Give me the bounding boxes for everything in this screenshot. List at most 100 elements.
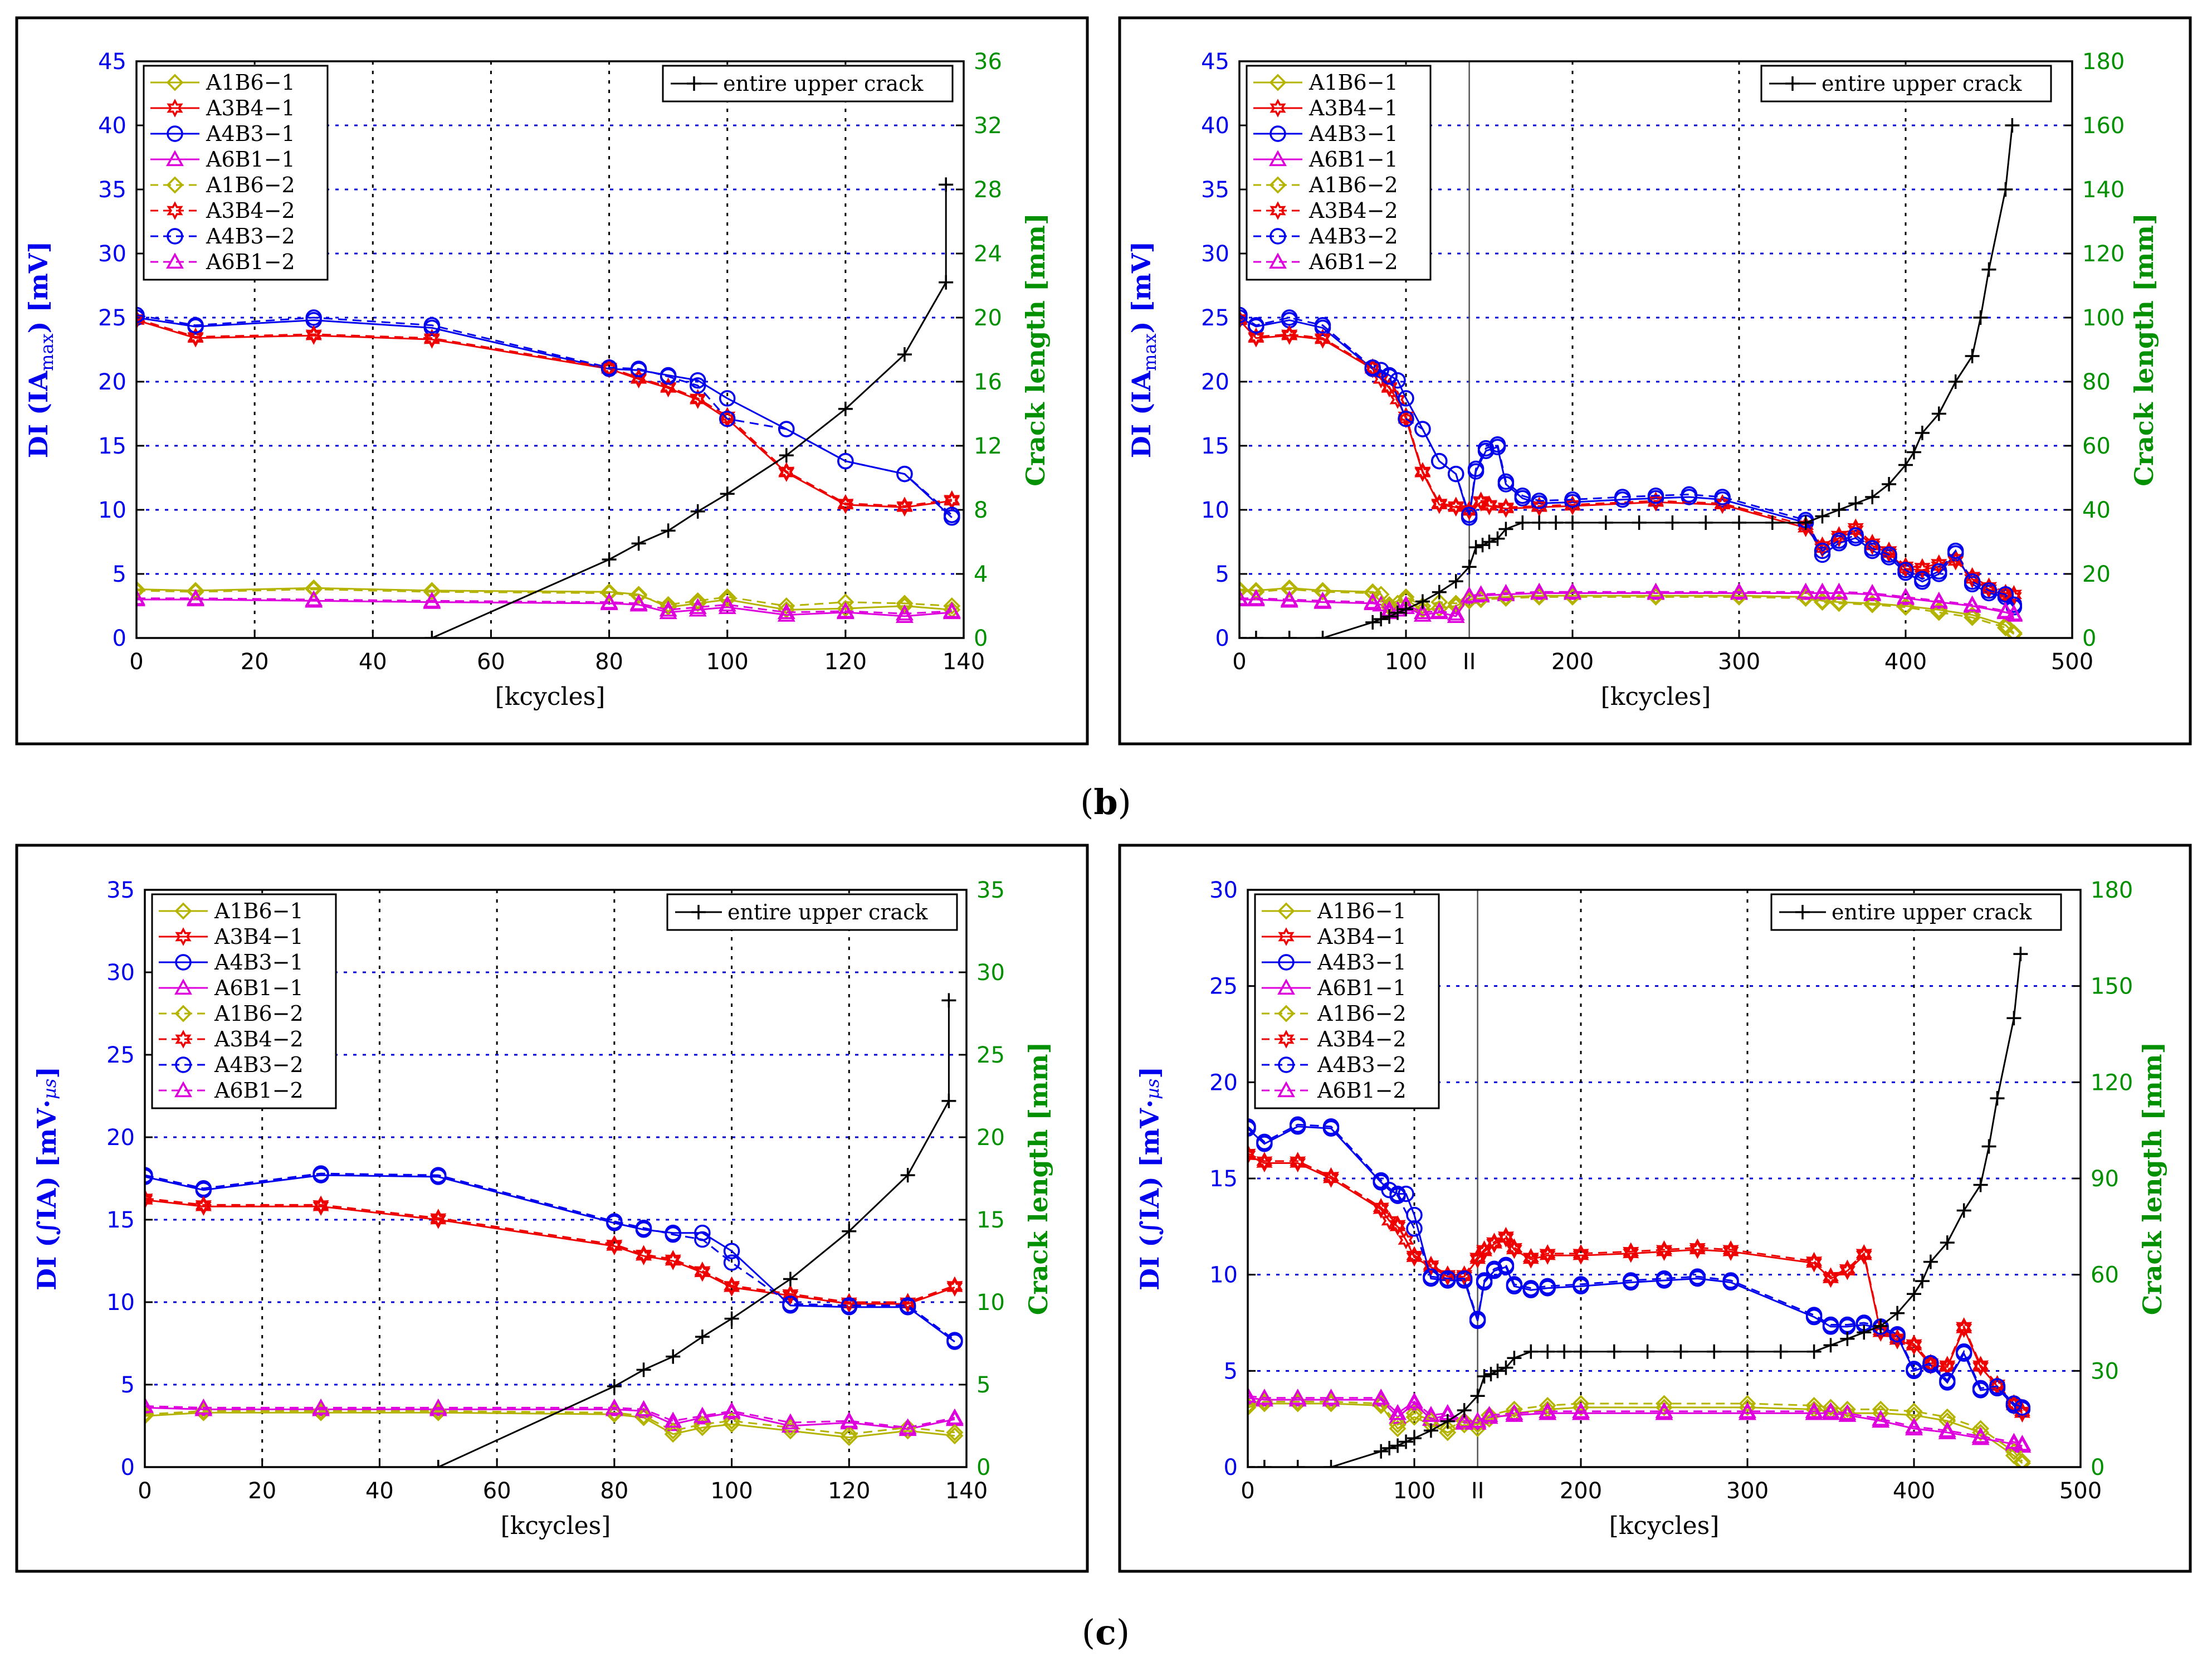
data-point [2005, 1395, 2023, 1412]
data-point [1248, 1386, 1257, 1403]
y-left-axis-label-part: µs [1142, 1079, 1163, 1099]
caption-c: (c) [1082, 1612, 1130, 1653]
x-tick-label: 80 [600, 1478, 628, 1504]
data-point [659, 603, 677, 620]
legend-label: A4B3−2 [1308, 224, 1398, 249]
data-point [778, 462, 795, 481]
legend-label: A4B3−1 [214, 950, 304, 975]
data-point [1239, 582, 1248, 600]
data-point [636, 1245, 652, 1264]
y-left-tick-label: 15 [1201, 433, 1229, 459]
y-left-tick-label: 10 [106, 1290, 135, 1316]
series-line-A6B1−2 [1239, 591, 2014, 615]
y-right-tick-label: 10 [976, 1290, 1005, 1316]
crack-point [1315, 631, 1330, 638]
data-point [1822, 1267, 1839, 1286]
data-point [1256, 1152, 1273, 1171]
crack-point [1565, 515, 1580, 530]
data-point [689, 372, 706, 389]
data-point [781, 1413, 799, 1430]
data-point [1855, 1244, 1872, 1263]
data-point [2013, 1453, 2031, 1467]
x-tick-label: 120 [828, 1478, 870, 1504]
caption-b: (b) [1080, 782, 1131, 822]
y-right-tick-label: 80 [2082, 369, 2111, 395]
crack-point [1948, 374, 1963, 389]
data-point [719, 410, 736, 427]
data-point [1996, 616, 2014, 634]
data-point [1430, 593, 1448, 611]
legend-label: A1B6−2 [1308, 173, 1398, 197]
y-left-tick-label: 20 [1201, 369, 1229, 395]
data-point [1313, 591, 1332, 608]
data-point [837, 452, 854, 470]
crack-point [1374, 1444, 1389, 1459]
data-point [1430, 600, 1448, 617]
data-point [841, 1297, 858, 1314]
data-point [1447, 465, 1464, 483]
y-left-tick-label: 15 [106, 1207, 135, 1233]
data-point [2014, 1399, 2031, 1416]
series-line-A3B4−1 [145, 1199, 955, 1305]
data-point [1460, 586, 1478, 603]
crack-legend-marker [691, 905, 706, 919]
data-point [837, 494, 854, 513]
legend-label: A4B3−1 [1317, 950, 1407, 975]
crack-point [1432, 584, 1447, 600]
data-point [1830, 595, 1848, 612]
data-point [723, 1254, 740, 1271]
data-point [1456, 1265, 1473, 1284]
data-point [896, 496, 913, 515]
x-tick-label: 20 [241, 649, 269, 675]
data-point [1897, 557, 1914, 576]
legend-marker [174, 902, 192, 920]
data-point [1389, 1416, 1407, 1434]
data-point [1531, 493, 1547, 509]
y-right-tick-label: 20 [2082, 562, 2111, 587]
y-left-tick-label: 30 [106, 960, 135, 986]
data-point [423, 317, 441, 334]
data-point [305, 581, 323, 598]
data-point [1863, 583, 1882, 600]
data-point [1573, 1244, 1589, 1263]
crack-point [1890, 1306, 1905, 1321]
data-point [1656, 1395, 1673, 1412]
data-point [1248, 317, 1264, 334]
data-point [145, 1188, 153, 1208]
series-line-A4B3−2 [145, 1172, 955, 1341]
data-point [1864, 540, 1881, 557]
data-point [1381, 1211, 1398, 1230]
crack-point [1931, 406, 1946, 421]
data-point [1372, 586, 1390, 603]
data-point [1398, 1185, 1414, 1202]
crack-point [1981, 262, 1996, 277]
data-point [1539, 1244, 1556, 1263]
data-point [841, 1293, 857, 1312]
series-line-A3B4−2 [1248, 1152, 2023, 1412]
legend-label: A1B6−1 [206, 70, 295, 95]
y-right-tick-label: 40 [2082, 498, 2111, 523]
data-point [2005, 585, 2022, 604]
series-line-A4B3−1 [145, 1174, 955, 1343]
y-right-tick-label: 180 [2091, 878, 2133, 903]
data-point [946, 1424, 964, 1441]
data-point [600, 592, 618, 609]
crack-point [900, 1168, 915, 1183]
data-point [719, 588, 736, 606]
crack-point [1915, 426, 1930, 440]
y-left-tick-label: 5 [121, 1372, 135, 1398]
crack-point [1665, 515, 1680, 530]
data-point [1381, 368, 1398, 385]
data-point [664, 1411, 682, 1428]
data-point [145, 1167, 153, 1183]
data-point [1497, 1256, 1515, 1274]
data-point [1938, 1421, 1956, 1438]
legend-label: A6B1−2 [206, 250, 295, 274]
data-point [1681, 486, 1698, 503]
y-left-tick-label: 0 [1215, 626, 1229, 651]
y-right-tick-label: 32 [974, 113, 1002, 139]
crack-point [1477, 1369, 1492, 1384]
x-tick-label: 100 [710, 1478, 753, 1504]
data-point [660, 368, 677, 385]
crack-point [1399, 1434, 1414, 1449]
